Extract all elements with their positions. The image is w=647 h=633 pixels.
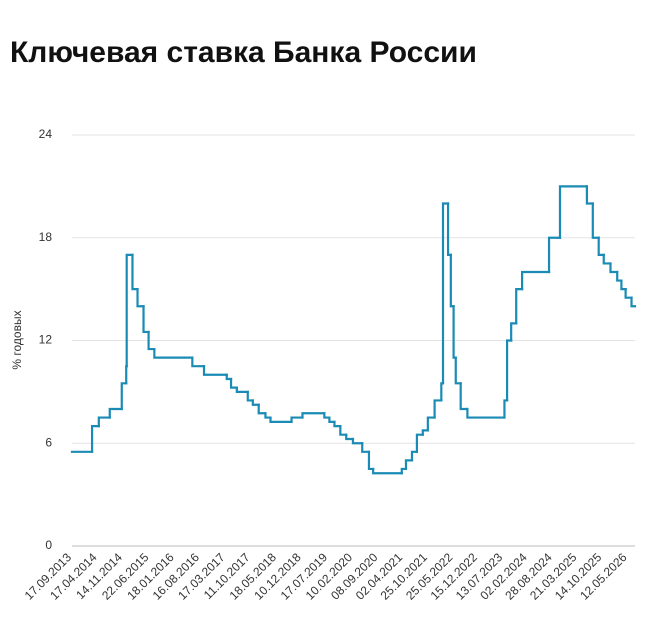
y-tick-label: 18 <box>39 230 53 244</box>
y-axis-label: % годовых <box>10 310 24 369</box>
y-tick-label: 24 <box>39 127 53 141</box>
line-segment <box>251 399 260 406</box>
y-tick-label: 12 <box>39 333 53 347</box>
line-segment <box>235 386 249 393</box>
line-segment <box>449 253 455 308</box>
line-segment <box>466 407 506 419</box>
line-segment <box>510 322 518 342</box>
line-segment <box>372 467 403 475</box>
line-segment <box>503 399 509 419</box>
line-segment <box>452 305 457 359</box>
line-segment <box>410 450 419 462</box>
line-segment <box>257 403 267 415</box>
line-segment <box>142 305 150 334</box>
line-segment <box>147 330 156 351</box>
line-segment <box>191 356 206 368</box>
line-segment <box>421 429 429 436</box>
line-segment <box>90 425 100 453</box>
line-segment <box>351 437 364 445</box>
line-segment <box>585 185 594 205</box>
line-segment <box>269 416 293 423</box>
y-tick-label: 6 <box>45 435 52 449</box>
line-segment <box>515 288 524 325</box>
line-segment <box>131 253 139 291</box>
line-segment <box>264 412 272 419</box>
line-segment <box>367 450 375 471</box>
line-segment <box>323 412 331 419</box>
line-segment <box>153 347 194 359</box>
line-segment <box>361 442 371 453</box>
line-segment <box>136 288 145 308</box>
line-segment <box>459 382 469 411</box>
line-segment <box>620 279 627 291</box>
line-segment <box>125 253 134 368</box>
line-segment <box>229 377 238 389</box>
line-segment <box>339 425 348 436</box>
line-segment <box>120 382 128 411</box>
chart-title: Ключевая ставка Банка России <box>10 36 477 69</box>
line-segment <box>505 339 513 402</box>
line-segment <box>547 236 562 274</box>
line-segment <box>591 202 600 239</box>
line-segment <box>246 390 254 402</box>
line-segment <box>333 420 342 428</box>
line-segment <box>597 236 605 256</box>
line-segment <box>426 416 436 432</box>
line-segment <box>624 288 633 299</box>
line-segment <box>454 356 462 385</box>
line-segment <box>521 270 551 291</box>
line-segment <box>290 416 304 423</box>
line-segment <box>440 382 445 402</box>
line-segment <box>328 416 336 423</box>
line-segment <box>404 459 414 471</box>
line-segment <box>433 399 443 419</box>
line-segment <box>609 262 619 274</box>
line-segment <box>202 365 228 376</box>
line-segment <box>616 270 623 282</box>
line-segment <box>108 407 123 419</box>
y-tick-label: 0 <box>45 538 52 552</box>
line-segment <box>441 202 450 385</box>
line-segment <box>225 373 233 381</box>
line-segment <box>602 253 612 265</box>
line-segment <box>630 296 637 308</box>
line-segment <box>558 185 589 239</box>
line-segment <box>400 467 408 475</box>
line-segment <box>415 433 424 453</box>
line-segment <box>301 412 326 419</box>
line-segment <box>97 416 111 428</box>
line-segment <box>446 202 452 256</box>
line-segment <box>345 433 355 441</box>
